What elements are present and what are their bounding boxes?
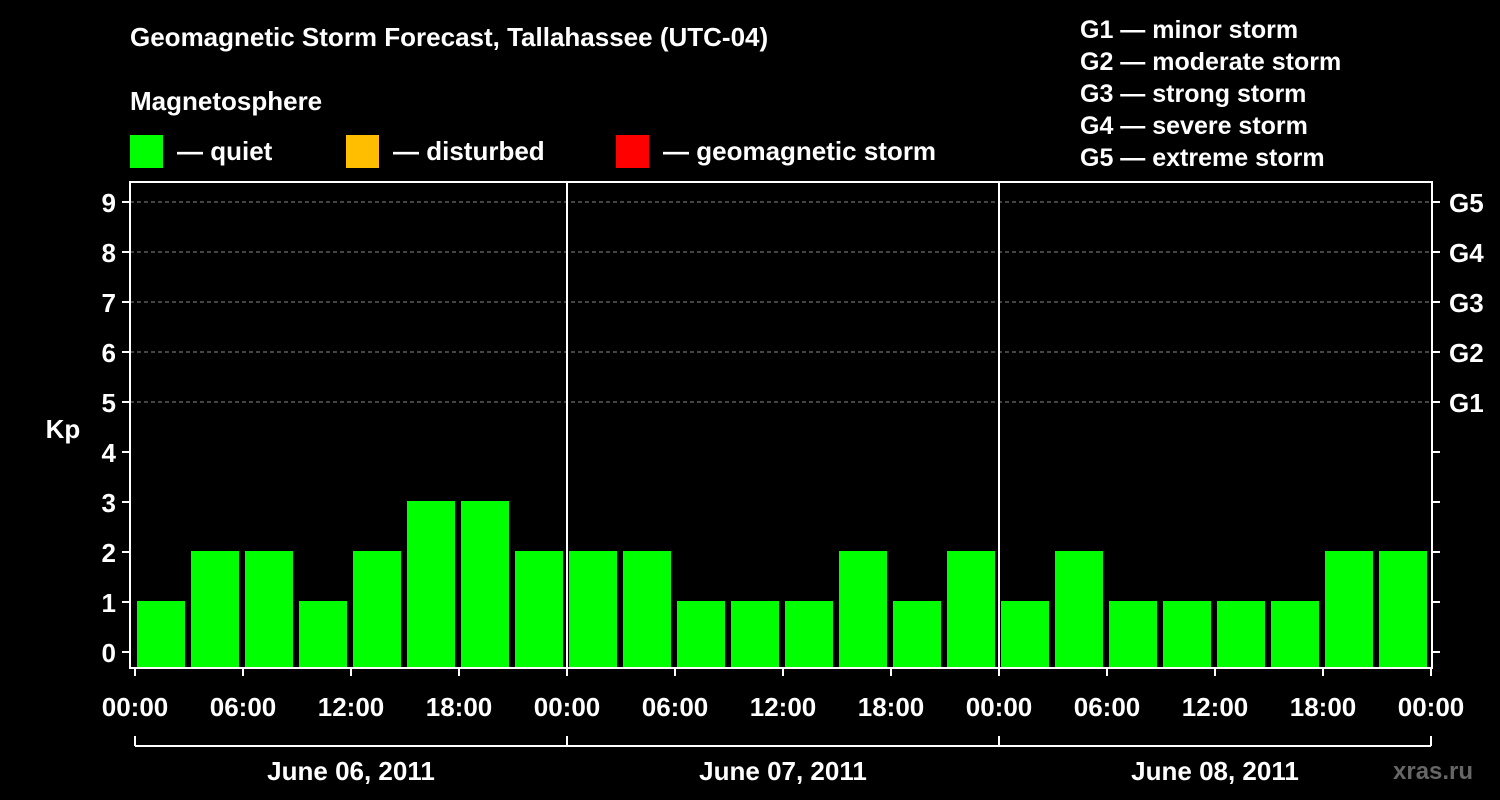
legend-subtitle: Magnetosphere [130,86,323,116]
g-scale-tick-label: G3 [1449,288,1484,318]
kp-bar [893,601,941,668]
kp-bar [137,601,185,668]
kp-bar [299,601,347,668]
legend-item-disturbed: — disturbed [346,134,545,168]
legend-item-storm: — geomagnetic storm [616,134,936,168]
legend-swatch-disturbed [346,134,379,168]
legend-item-quiet: — quiet [130,134,272,168]
kp-bar [785,601,833,668]
x-tick-label: 06:00 [642,692,709,722]
g-scale-g4: G4 — severe storm [1080,112,1308,140]
y-tick-label: 7 [102,288,116,318]
y-tick-label: 1 [102,588,116,618]
y-axis-label: Kp [46,414,81,444]
legend-swatch-storm [616,134,649,168]
legend-label-quiet: — quiet [177,135,273,166]
kp-bar [1163,601,1211,668]
y-tick-label: 5 [102,388,116,418]
kp-bar [191,551,239,668]
x-tick-label: 00:00 [534,692,601,722]
g-scale-tick-label: G5 [1449,188,1484,218]
g-scale-g2: G2 — moderate storm [1080,48,1342,76]
legend-label-disturbed: — disturbed [393,135,545,166]
kp-bar [947,551,995,668]
kp-bar [245,551,293,668]
day-label: June 08, 2011 [1131,756,1299,786]
kp-bar [461,501,509,668]
legend-label-storm: — geomagnetic storm [663,135,937,166]
x-tick-label: 18:00 [1290,692,1357,722]
kp-bar [569,551,617,668]
x-tick-label: 06:00 [1074,692,1141,722]
watermark: xras.ru [1393,758,1474,785]
kp-bar [1217,601,1265,668]
y-tick-label: 9 [102,188,116,218]
kp-bar [1271,601,1319,668]
y-tick-label: 6 [102,338,116,368]
g-scale-g1: G1 — minor storm [1080,16,1299,44]
g-scale-tick-label: G1 [1449,388,1484,418]
kp-bar [839,551,887,668]
g-scale-g3: G3 — strong storm [1080,80,1307,108]
g-scale-g5: G5 — extreme storm [1080,144,1325,172]
kp-bar [1109,601,1157,668]
chart-title: Geomagnetic Storm Forecast, Tallahassee … [130,22,769,52]
day-label: June 06, 2011 [267,756,435,786]
kp-bar [731,601,779,668]
y-tick-label: 8 [102,238,116,268]
kp-bar [623,551,671,668]
g-scale-tick-label: G4 [1449,238,1484,268]
kp-bar [353,551,401,668]
kp-bar [1001,601,1049,668]
kp-bar [1379,551,1427,668]
y-tick-label: 0 [102,638,116,668]
g-scale-legend: G1 — minor storm G2 — moderate storm G3 … [1080,14,1341,174]
x-tick-label: 00:00 [1398,692,1465,722]
x-tick-label: 06:00 [210,692,277,722]
y-tick-label: 3 [102,488,116,518]
y-tick-label: 4 [102,438,117,468]
kp-bar [677,601,725,668]
x-tick-label: 00:00 [966,692,1033,722]
x-tick-label: 12:00 [1182,692,1249,722]
x-tick-label: 12:00 [750,692,817,722]
plot-frame [129,181,1433,669]
day-label: June 07, 2011 [699,756,867,786]
legend-swatch-quiet [130,134,163,168]
kp-bar [515,551,563,668]
x-tick-label: 18:00 [858,692,925,722]
x-tick-label: 18:00 [426,692,493,722]
y-tick-label: 2 [102,538,116,568]
kp-bar [1055,551,1103,668]
x-tick-label: 00:00 [102,692,169,722]
kp-bar [1325,551,1373,668]
g-scale-tick-label: G2 [1449,338,1484,368]
kp-bar [407,501,455,668]
x-tick-label: 12:00 [318,692,385,722]
